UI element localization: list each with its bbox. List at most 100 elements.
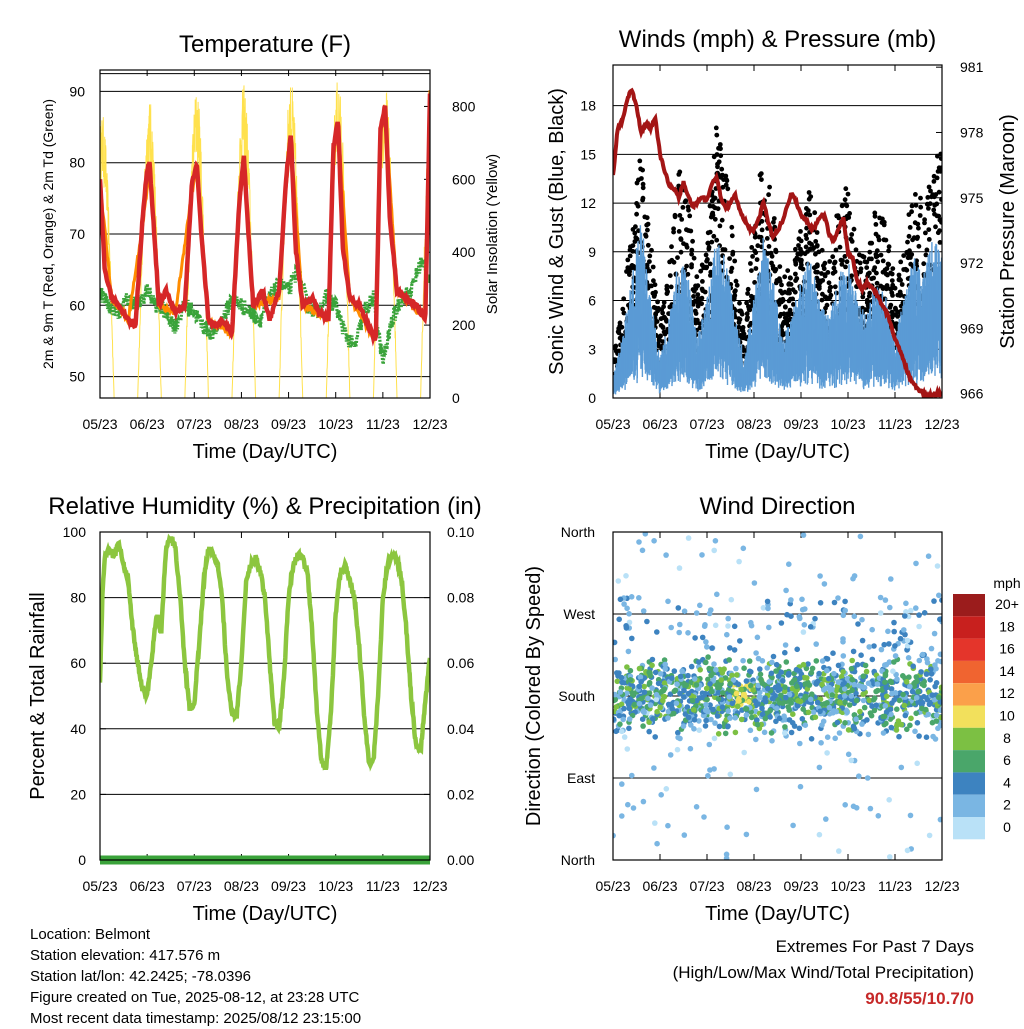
x-axis-label-1: Time (Day/UTC) [705, 441, 850, 463]
direction-point [770, 653, 777, 660]
colorbar-label: 2 [1003, 797, 1011, 813]
direction-point [722, 730, 729, 737]
gust-point [687, 213, 693, 219]
x-tick-label: 12/23 [412, 878, 447, 894]
gust-point [712, 195, 717, 201]
gust-point [923, 252, 929, 258]
gust-point [621, 310, 627, 316]
direction-point [919, 651, 926, 658]
y-right-tick-label: 0.08 [447, 590, 474, 606]
direction-point [657, 671, 664, 677]
direction-point [835, 679, 842, 685]
direction-point [863, 668, 870, 675]
gust-point [660, 310, 665, 316]
direction-point [824, 667, 830, 674]
x-tick-label: 07/23 [177, 878, 212, 894]
gust-point [633, 224, 638, 230]
direction-point [711, 735, 718, 742]
gust-point [936, 213, 942, 219]
direction-point [647, 702, 654, 708]
gust-point [717, 142, 723, 147]
direction-point [842, 802, 848, 808]
gust-point [909, 203, 915, 209]
gust-point [779, 282, 784, 288]
y-tick-label: 0 [588, 390, 596, 406]
direction-point [840, 653, 847, 659]
direction-point [661, 686, 668, 692]
x-tick-label: 11/23 [878, 878, 912, 894]
direction-point [862, 662, 869, 669]
gust-point [830, 270, 836, 276]
gust-point [893, 305, 898, 311]
direction-point [667, 691, 674, 697]
direction-point [913, 560, 919, 567]
direction-point [932, 736, 939, 742]
direction-point [671, 710, 677, 717]
direction-point [668, 624, 674, 631]
direction-point [840, 669, 846, 675]
gust-point [862, 259, 868, 265]
gust-point [867, 249, 873, 255]
direction-point [613, 639, 618, 646]
gust-point [707, 229, 713, 235]
direction-point [641, 683, 647, 690]
direction-point [807, 624, 814, 630]
gust-point [918, 204, 924, 210]
direction-point [913, 605, 919, 611]
direction-point [727, 681, 733, 687]
plot-frame [612, 531, 943, 861]
direction-point [707, 681, 713, 687]
direction-point [725, 708, 731, 714]
gust-point [680, 205, 686, 210]
y-tick-label: 60 [70, 655, 86, 671]
station-info: Location: Belmont Station elevation: 417… [30, 924, 361, 1029]
gust-point [869, 276, 875, 282]
direction-point [669, 675, 675, 681]
direction-point [937, 699, 942, 705]
direction-point [931, 697, 938, 703]
gust-point [814, 230, 820, 235]
x-tick-label: 10/23 [830, 878, 865, 894]
gust-point [777, 313, 783, 319]
direction-point [902, 712, 909, 719]
direction-point [743, 831, 750, 838]
x-tick-label: 11/23 [366, 878, 400, 894]
direction-point [691, 726, 697, 732]
direction-point [654, 629, 660, 635]
gust-point [772, 268, 778, 274]
direction-point [614, 678, 621, 685]
x-tick-label: 08/23 [736, 416, 771, 432]
direction-point [824, 734, 831, 740]
gust-point [801, 279, 807, 284]
direction-point [887, 604, 893, 611]
direction-point [908, 715, 914, 722]
direction-point [898, 721, 905, 728]
direction-point [819, 658, 826, 664]
gust-point [689, 251, 694, 257]
direction-point [781, 688, 788, 695]
extremes-values: 90.8/55/10.7/0 [865, 989, 974, 1008]
gust-point [695, 292, 701, 297]
gust-point [747, 323, 752, 329]
direction-point [856, 773, 862, 779]
gust-point [781, 311, 787, 317]
gust-point [669, 244, 674, 250]
gust-point [933, 224, 938, 230]
gust-point [878, 252, 884, 258]
direction-point [835, 662, 842, 669]
direction-point [844, 675, 851, 682]
y-right-tick-label: 400 [452, 244, 476, 260]
gust-point [770, 263, 776, 269]
direction-point [934, 563, 941, 569]
direction-point [741, 691, 748, 698]
gust-point [932, 211, 937, 217]
direction-point [797, 675, 803, 681]
direction-point [912, 679, 919, 686]
direction-point [661, 657, 668, 663]
direction-point [731, 647, 738, 653]
direction-point [631, 701, 638, 708]
direction-point [705, 654, 711, 660]
direction-point [790, 822, 796, 829]
direction-point [805, 709, 812, 716]
x-tick-label: 09/23 [783, 878, 818, 894]
